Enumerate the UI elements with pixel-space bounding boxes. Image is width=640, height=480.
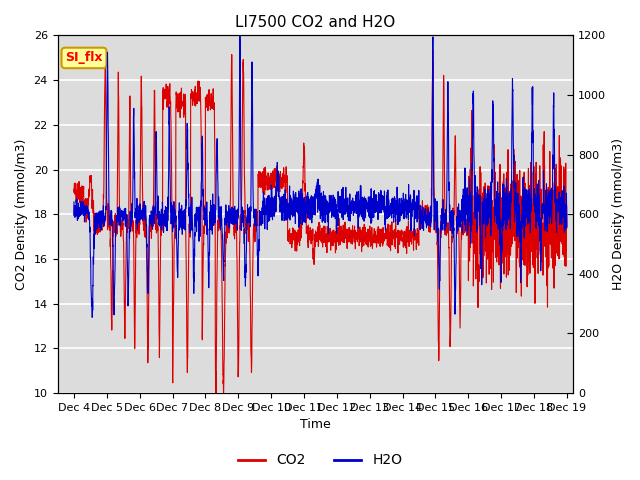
Y-axis label: CO2 Density (mmol/m3): CO2 Density (mmol/m3) [15, 139, 28, 290]
Title: LI7500 CO2 and H2O: LI7500 CO2 and H2O [236, 15, 396, 30]
X-axis label: Time: Time [300, 419, 331, 432]
Text: SI_flx: SI_flx [65, 51, 103, 64]
Legend: CO2, H2O: CO2, H2O [232, 448, 408, 473]
Y-axis label: H2O Density (mmol/m3): H2O Density (mmol/m3) [612, 138, 625, 290]
